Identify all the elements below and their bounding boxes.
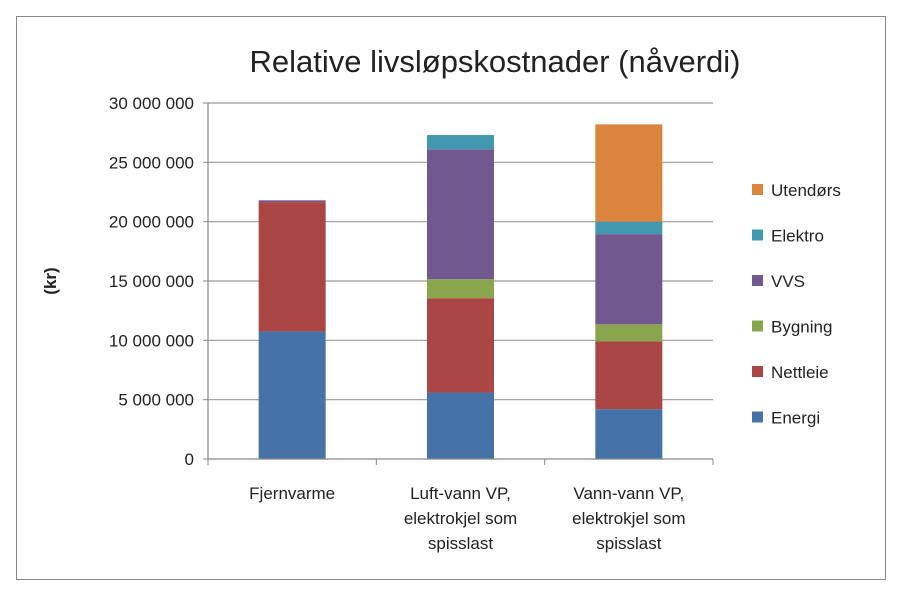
chart-title: Relative livsløpskostnader (nåverdi) <box>249 44 740 79</box>
legend-swatch-elektro <box>752 229 763 241</box>
y-tick-label: 10 000 000 <box>109 331 194 350</box>
bar-energi-2 <box>427 392 494 459</box>
x-tick-label: Luft-vann VP, <box>410 484 511 503</box>
y-tick-label: 20 000 000 <box>109 213 194 232</box>
x-tick-label: elektrokjel som <box>404 509 517 528</box>
bar-energi-3 <box>595 409 663 459</box>
x-tick-label: Vann-vann VP, <box>573 484 684 503</box>
bar-elektro-2 <box>427 135 494 150</box>
legend-label: VVS <box>771 272 805 291</box>
legend-label: Utendørs <box>771 181 841 200</box>
bar-utendørs-3 <box>595 124 663 222</box>
x-tick-label: spisslast <box>428 534 493 553</box>
x-tick-label: elektrokjel som <box>572 509 685 528</box>
bar-nettleie-3 <box>595 341 663 410</box>
legend-label: Energi <box>771 409 820 428</box>
legend-label: Nettleie <box>771 363 829 382</box>
y-tick-label: 15 000 000 <box>109 272 194 291</box>
bar-vvs-1 <box>258 200 326 203</box>
bar-bygning-3 <box>595 324 663 342</box>
legend-swatch-bygning <box>752 320 763 332</box>
x-tick-label: spisslast <box>596 534 661 553</box>
bar-energi-1 <box>258 331 326 459</box>
y-axis-label: (kr) <box>41 267 60 294</box>
y-tick-label: 30 000 000 <box>109 94 194 113</box>
legend-swatch-vvs <box>752 275 763 286</box>
legend-swatch-nettleie <box>752 366 763 377</box>
legend-swatch-energi <box>752 411 763 423</box>
legend-swatch-utendørs <box>752 184 763 195</box>
bar-nettleie-2 <box>427 298 494 393</box>
x-tick-label: Fjernvarme <box>249 484 335 503</box>
legend-label: Elektro <box>771 227 824 246</box>
legend-label: Bygning <box>771 318 832 337</box>
y-tick-label: 5 000 000 <box>118 391 194 410</box>
y-tick-label: 0 <box>185 450 194 469</box>
bar-vvs-3 <box>595 234 663 325</box>
chart-frame <box>16 16 886 580</box>
y-tick-label: 25 000 000 <box>109 153 194 172</box>
bar-vvs-2 <box>427 149 494 280</box>
bar-bygning-2 <box>427 279 494 299</box>
bar-elektro-3 <box>595 221 663 235</box>
bar-nettleie-1 <box>258 202 326 332</box>
